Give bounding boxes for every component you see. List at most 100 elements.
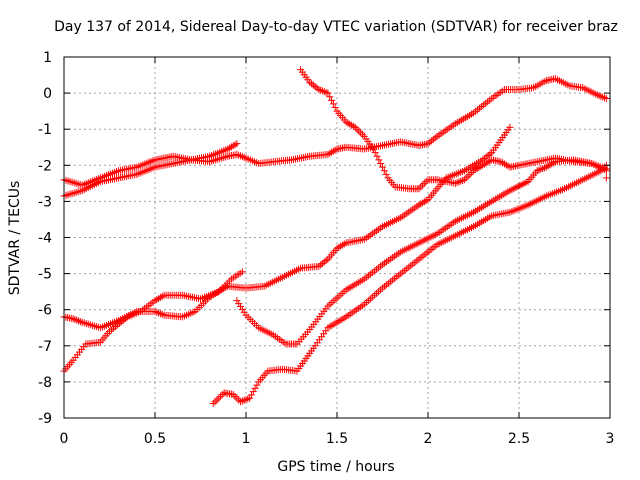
x-tick-label: 2 <box>424 431 433 447</box>
data-point-plus <box>213 396 221 404</box>
data-point-plus <box>382 170 390 178</box>
series-track-5 <box>297 66 610 193</box>
data-point-plus <box>542 163 550 171</box>
data-point-plus <box>415 185 423 193</box>
chart-title: Day 137 of 2014, Sidereal Day-to-day VTE… <box>54 19 618 35</box>
data-point-plus <box>342 118 350 126</box>
data-point-plus <box>156 293 164 301</box>
data-point-plus <box>460 176 468 184</box>
y-tick-label: -3 <box>38 194 52 210</box>
data-point-plus <box>233 150 241 158</box>
data-point-plus <box>233 297 241 305</box>
data-point-plus <box>429 135 437 143</box>
y-axis-label: SDTVAR / TECUs <box>7 181 23 296</box>
data-point-plus <box>475 163 483 171</box>
data-point-plus <box>209 400 217 408</box>
data-point-plus <box>457 177 465 185</box>
data-point-plus <box>344 119 352 127</box>
x-tick-label: 3 <box>606 431 615 447</box>
data-point-plus <box>231 392 239 400</box>
data-point-plus <box>309 81 317 89</box>
data-point-plus <box>351 123 359 131</box>
data-point-plus <box>470 167 477 175</box>
data-point-plus <box>322 88 330 96</box>
data-point-plus <box>349 122 357 130</box>
data-point-plus <box>597 167 605 175</box>
data-point-plus <box>328 96 336 104</box>
data-point-plus <box>601 94 609 102</box>
data-point-plus <box>353 125 361 133</box>
data-point-plus <box>340 240 348 248</box>
data-point-plus <box>155 295 163 303</box>
data-point-plus <box>251 384 259 392</box>
data-point-plus <box>329 147 337 155</box>
y-tick-label: -7 <box>38 339 52 355</box>
data-point-plus <box>482 159 490 167</box>
data-point-plus <box>317 86 325 94</box>
data-point-plus <box>380 167 388 175</box>
data-point-plus <box>548 160 556 168</box>
data-point-plus <box>158 292 166 300</box>
data-point-plus <box>453 179 461 187</box>
data-point-plus <box>311 83 319 91</box>
data-point-plus <box>71 315 79 323</box>
data-point-plus <box>482 153 490 161</box>
data-point-plus <box>417 200 425 208</box>
data-point-plus <box>324 150 332 158</box>
data-point-plus <box>484 152 492 160</box>
data-point-plus <box>486 150 494 158</box>
data-point-plus <box>477 162 485 170</box>
y-tick-label: -4 <box>38 231 52 247</box>
y-tick-label: -2 <box>38 158 52 174</box>
data-point-plus <box>308 80 316 88</box>
data-point-plus <box>462 174 470 182</box>
data-point-plus <box>544 162 552 170</box>
data-point-plus <box>231 141 239 149</box>
data-point-plus <box>237 398 245 406</box>
data-point-plus <box>371 149 379 157</box>
data-point-plus <box>326 149 334 157</box>
data-point-plus <box>420 179 428 187</box>
data-point-plus <box>240 396 248 404</box>
data-point-plus <box>237 302 245 310</box>
data-point-plus <box>599 165 607 173</box>
data-point-plus <box>153 296 161 304</box>
data-point-plus <box>331 104 339 112</box>
y-tick-label: 1 <box>43 50 52 66</box>
data-point-plus <box>597 92 605 100</box>
data-point-plus <box>211 398 219 406</box>
data-point-plus <box>595 92 603 100</box>
data-point-plus <box>153 308 161 316</box>
data-point-plus <box>375 156 383 164</box>
data-point-plus <box>238 153 246 161</box>
data-point-plus <box>422 178 430 186</box>
data-point-plus <box>602 95 610 103</box>
data-point-plus <box>318 259 326 267</box>
data-point-plus <box>539 165 547 173</box>
data-point-plus <box>502 161 510 169</box>
data-point-plus <box>431 134 439 142</box>
data-point-plus <box>320 88 328 96</box>
series-track-6 <box>233 156 610 348</box>
y-tick-label: -6 <box>38 303 52 319</box>
data-point-plus <box>315 85 323 93</box>
data-point-plus <box>420 198 428 206</box>
series-track-4 <box>60 268 246 375</box>
data-point-plus <box>156 310 164 318</box>
data-point-plus <box>235 151 243 159</box>
data-point-plus <box>337 242 345 250</box>
data-point-plus <box>369 145 377 153</box>
data-point-plus <box>471 166 479 174</box>
data-point-plus <box>333 244 341 252</box>
data-point-plus <box>238 305 246 313</box>
data-point-plus <box>240 153 248 161</box>
data-point-plus <box>151 308 159 316</box>
x-axis-label: GPS time / hours <box>277 459 394 475</box>
data-point-plus <box>373 152 381 160</box>
data-point-plus <box>237 152 245 160</box>
data-point-plus <box>238 268 246 276</box>
x-axis-ticks: 0 0.5 1 1.5 2 2.5 3 <box>60 57 615 447</box>
data-point-plus <box>233 394 241 402</box>
data-point-plus <box>540 164 548 172</box>
